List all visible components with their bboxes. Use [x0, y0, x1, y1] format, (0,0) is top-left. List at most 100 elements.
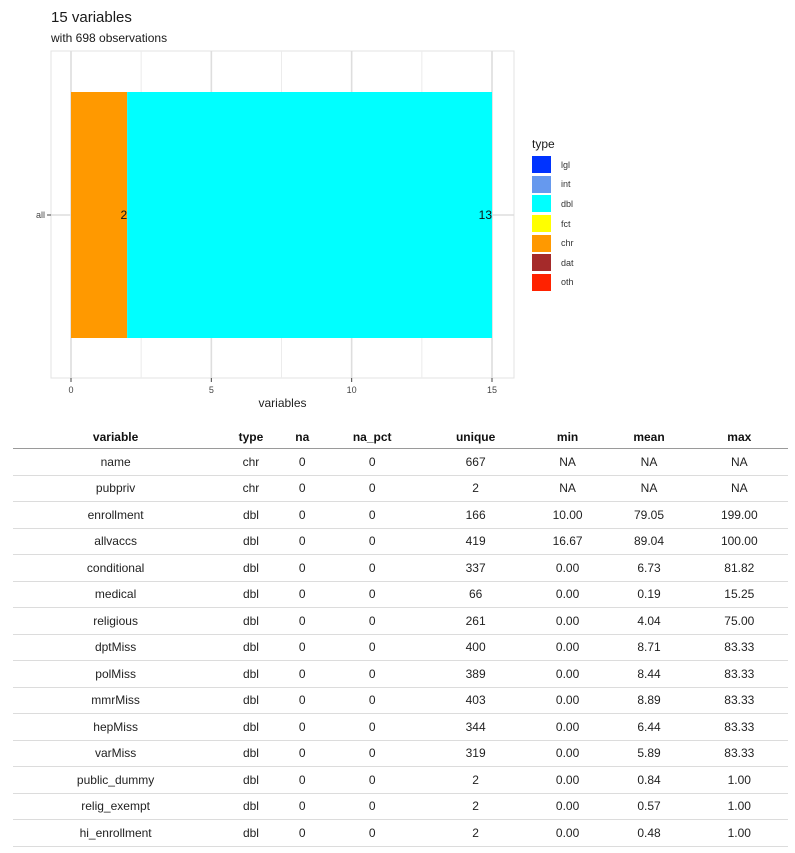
table-cell-variable: enrollment [13, 501, 219, 529]
column-header-na: na [283, 425, 321, 449]
table-cell-max: 1.00 [690, 766, 788, 794]
table-cell-unique: 2 [423, 793, 528, 820]
table-cell-variable: dptMiss [13, 634, 219, 661]
table-cell-min: 0.00 [527, 819, 608, 847]
legend-swatch [532, 234, 551, 252]
legend-item-chr: chr [532, 233, 574, 253]
table-cell-type: dbl [218, 687, 284, 714]
table-cell-unique: 337 [423, 554, 528, 582]
x-tick-label: 15 [487, 385, 497, 395]
table-cell-type: dbl [218, 554, 284, 582]
table-cell-type: dbl [218, 634, 284, 661]
legend-item-fct: fct [532, 214, 574, 234]
table-cell-max: 100.00 [690, 528, 788, 555]
table-cell-mean: NA [607, 448, 691, 476]
table-cell-na_pct: 0 [320, 528, 424, 555]
x-axis-label: variables [258, 396, 306, 410]
table-cell-max: NA [690, 448, 788, 476]
table-body: name chr 0 0 667 NA NA NA pubpriv chr 0 0 2 NA NA NA enr… [13, 448, 788, 847]
table-cell-na: 0 [283, 740, 321, 767]
column-header-unique: unique [423, 425, 528, 449]
legend-label: lgl [561, 159, 571, 170]
table-cell-mean: 0.48 [607, 819, 691, 847]
table-row: hepMiss dbl 0 0 344 0.00 6.44 83.33 [13, 713, 788, 741]
table-row: relig_exempt dbl 0 0 2 0.00 0.57 1.00 [13, 793, 788, 820]
table-row: allvaccs dbl 0 0 419 16.67 89.04 100.00 [13, 528, 788, 555]
table-cell-na: 0 [283, 528, 321, 555]
table-cell-na: 0 [283, 448, 321, 476]
table-cell-na: 0 [283, 501, 321, 529]
table-cell-min: 16.67 [527, 528, 608, 555]
table-row: polMiss dbl 0 0 389 0.00 8.44 83.33 [13, 660, 788, 688]
table-cell-min: 0.00 [527, 793, 608, 820]
table-cell-na_pct: 0 [320, 554, 424, 582]
chart-title: 15 variables [51, 9, 132, 26]
table-cell-na_pct: 0 [320, 660, 424, 688]
legend-swatch [532, 156, 551, 174]
x-tick-label: 5 [209, 385, 214, 395]
table-cell-mean: 8.89 [607, 687, 691, 714]
legend-label: fct [561, 218, 571, 229]
table-cell-na: 0 [283, 581, 321, 608]
table-cell-na: 0 [283, 607, 321, 635]
table-cell-type: dbl [218, 501, 284, 529]
table-cell-na: 0 [283, 766, 321, 794]
column-header-type: type [218, 425, 284, 449]
table-cell-variable: conditional [13, 554, 219, 582]
table-cell-type: dbl [218, 581, 284, 608]
table-cell-min: 0.00 [527, 634, 608, 661]
table-cell-variable: medical [13, 581, 219, 608]
table-cell-type: chr [218, 448, 284, 476]
table-cell-na_pct: 0 [320, 819, 424, 847]
table-cell-max: 15.25 [690, 581, 788, 608]
table-cell-variable: varMiss [13, 740, 219, 767]
table-cell-min: NA [527, 475, 608, 502]
table-cell-unique: 166 [423, 501, 528, 529]
table-cell-na_pct: 0 [320, 793, 424, 820]
table-cell-max: 81.82 [690, 554, 788, 582]
legend-item-dat: dat [532, 253, 574, 273]
y-tick-label: all [36, 210, 45, 220]
table-cell-variable: hepMiss [13, 713, 219, 741]
table-cell-min: 0.00 [527, 713, 608, 741]
table-cell-unique: 261 [423, 607, 528, 635]
table-cell-min: 10.00 [527, 501, 608, 529]
table-row: medical dbl 0 0 66 0.00 0.19 15.25 [13, 581, 788, 608]
table-cell-mean: 8.71 [607, 634, 691, 661]
table-cell-na_pct: 0 [320, 448, 424, 476]
column-header-variable: variable [13, 425, 219, 449]
table-cell-mean: 5.89 [607, 740, 691, 767]
summary-table: variable type na na_pct unique min mean max nam… [13, 425, 788, 847]
table-row: religious dbl 0 0 261 0.00 4.04 75.00 [13, 607, 788, 635]
table-cell-unique: 66 [423, 581, 528, 608]
table-cell-na_pct: 0 [320, 607, 424, 635]
table-cell-max: 83.33 [690, 740, 788, 767]
table-cell-variable: allvaccs [13, 528, 219, 555]
table-row: mmrMiss dbl 0 0 403 0.00 8.89 83.33 [13, 687, 788, 714]
table-cell-max: 83.33 [690, 687, 788, 714]
table-cell-type: dbl [218, 766, 284, 794]
table-cell-max: 83.33 [690, 713, 788, 741]
table-cell-min: 0.00 [527, 740, 608, 767]
table-row: dptMiss dbl 0 0 400 0.00 8.71 83.33 [13, 634, 788, 661]
table-cell-type: dbl [218, 660, 284, 688]
table-cell-mean: 0.57 [607, 793, 691, 820]
legend-item-lgl: lgl [532, 155, 574, 175]
chart-subtitle: with 698 observations [51, 31, 168, 45]
data-label-dbl: 13 [479, 208, 493, 222]
table-cell-type: dbl [218, 740, 284, 767]
table-cell-na: 0 [283, 554, 321, 582]
table-row: conditional dbl 0 0 337 0.00 6.73 81.82 [13, 554, 788, 582]
legend-swatch [532, 215, 551, 233]
table-cell-na_pct: 0 [320, 740, 424, 767]
table-cell-mean: 89.04 [607, 528, 691, 555]
table-cell-min: 0.00 [527, 607, 608, 635]
table-cell-variable: relig_exempt [13, 793, 219, 820]
table-cell-max: 83.33 [690, 660, 788, 688]
column-header-min: min [527, 425, 608, 449]
table-cell-na: 0 [283, 713, 321, 741]
column-header-na_pct: na_pct [320, 425, 424, 449]
table-cell-na_pct: 0 [320, 475, 424, 502]
table-cell-unique: 403 [423, 687, 528, 714]
bar-dbl [127, 92, 492, 338]
